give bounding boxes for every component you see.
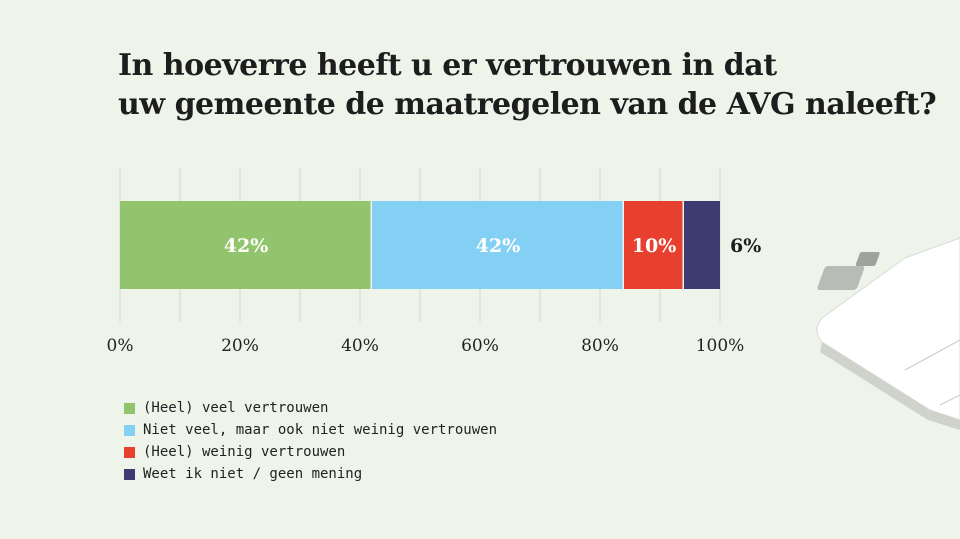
x-tick-label-5: 100% bbox=[696, 336, 745, 356]
legend-label: Weet ik niet / geen mening bbox=[143, 466, 363, 482]
chart-title-line-1: In hoeverre heeft u er vertrouwen in dat bbox=[118, 48, 777, 83]
bar-segment-3 bbox=[624, 201, 683, 289]
legend-swatch bbox=[124, 402, 135, 414]
chart-title-line-2: uw gemeente de maatregelen van de AVG na… bbox=[118, 87, 937, 122]
bar-label-3: 10% bbox=[632, 235, 677, 257]
legend-label: (Heel) veel vertrouwen bbox=[143, 400, 329, 416]
x-tick-label-2: 40% bbox=[341, 336, 379, 356]
bar-label-1: 42% bbox=[224, 235, 269, 257]
bar-segment-1 bbox=[120, 201, 371, 289]
x-tick-label-0: 0% bbox=[107, 336, 134, 356]
legend-label: (Heel) weinig vertrouwen bbox=[143, 444, 346, 460]
x-tick-label-3: 60% bbox=[461, 336, 499, 356]
legend-item-4: Weet ik niet / geen mening bbox=[124, 463, 497, 485]
legend-item-3: (Heel) weinig vertrouwen bbox=[124, 441, 497, 463]
legend-swatch bbox=[124, 446, 135, 458]
legend-label: Niet veel, maar ook niet weinig vertrouw… bbox=[143, 422, 498, 438]
legend-item-1: (Heel) veel vertrouwen bbox=[124, 397, 497, 419]
bar-segment-4 bbox=[684, 201, 720, 289]
bar-label-4: 6% bbox=[730, 235, 761, 257]
chart-title: In hoeverre heeft u er vertrouwen in dat… bbox=[118, 46, 937, 124]
x-tick-label-4: 80% bbox=[581, 336, 619, 356]
legend-swatch bbox=[124, 424, 135, 436]
legend-item-2: Niet veel, maar ook niet weinig vertrouw… bbox=[124, 419, 497, 441]
x-tick-label-1: 20% bbox=[221, 336, 259, 356]
bar-segment-2 bbox=[372, 201, 623, 289]
chart-legend: (Heel) veel vertrouwen Niet veel, maar oo… bbox=[124, 397, 497, 485]
bar-label-2: 42% bbox=[476, 235, 521, 257]
legend-swatch bbox=[124, 468, 135, 480]
